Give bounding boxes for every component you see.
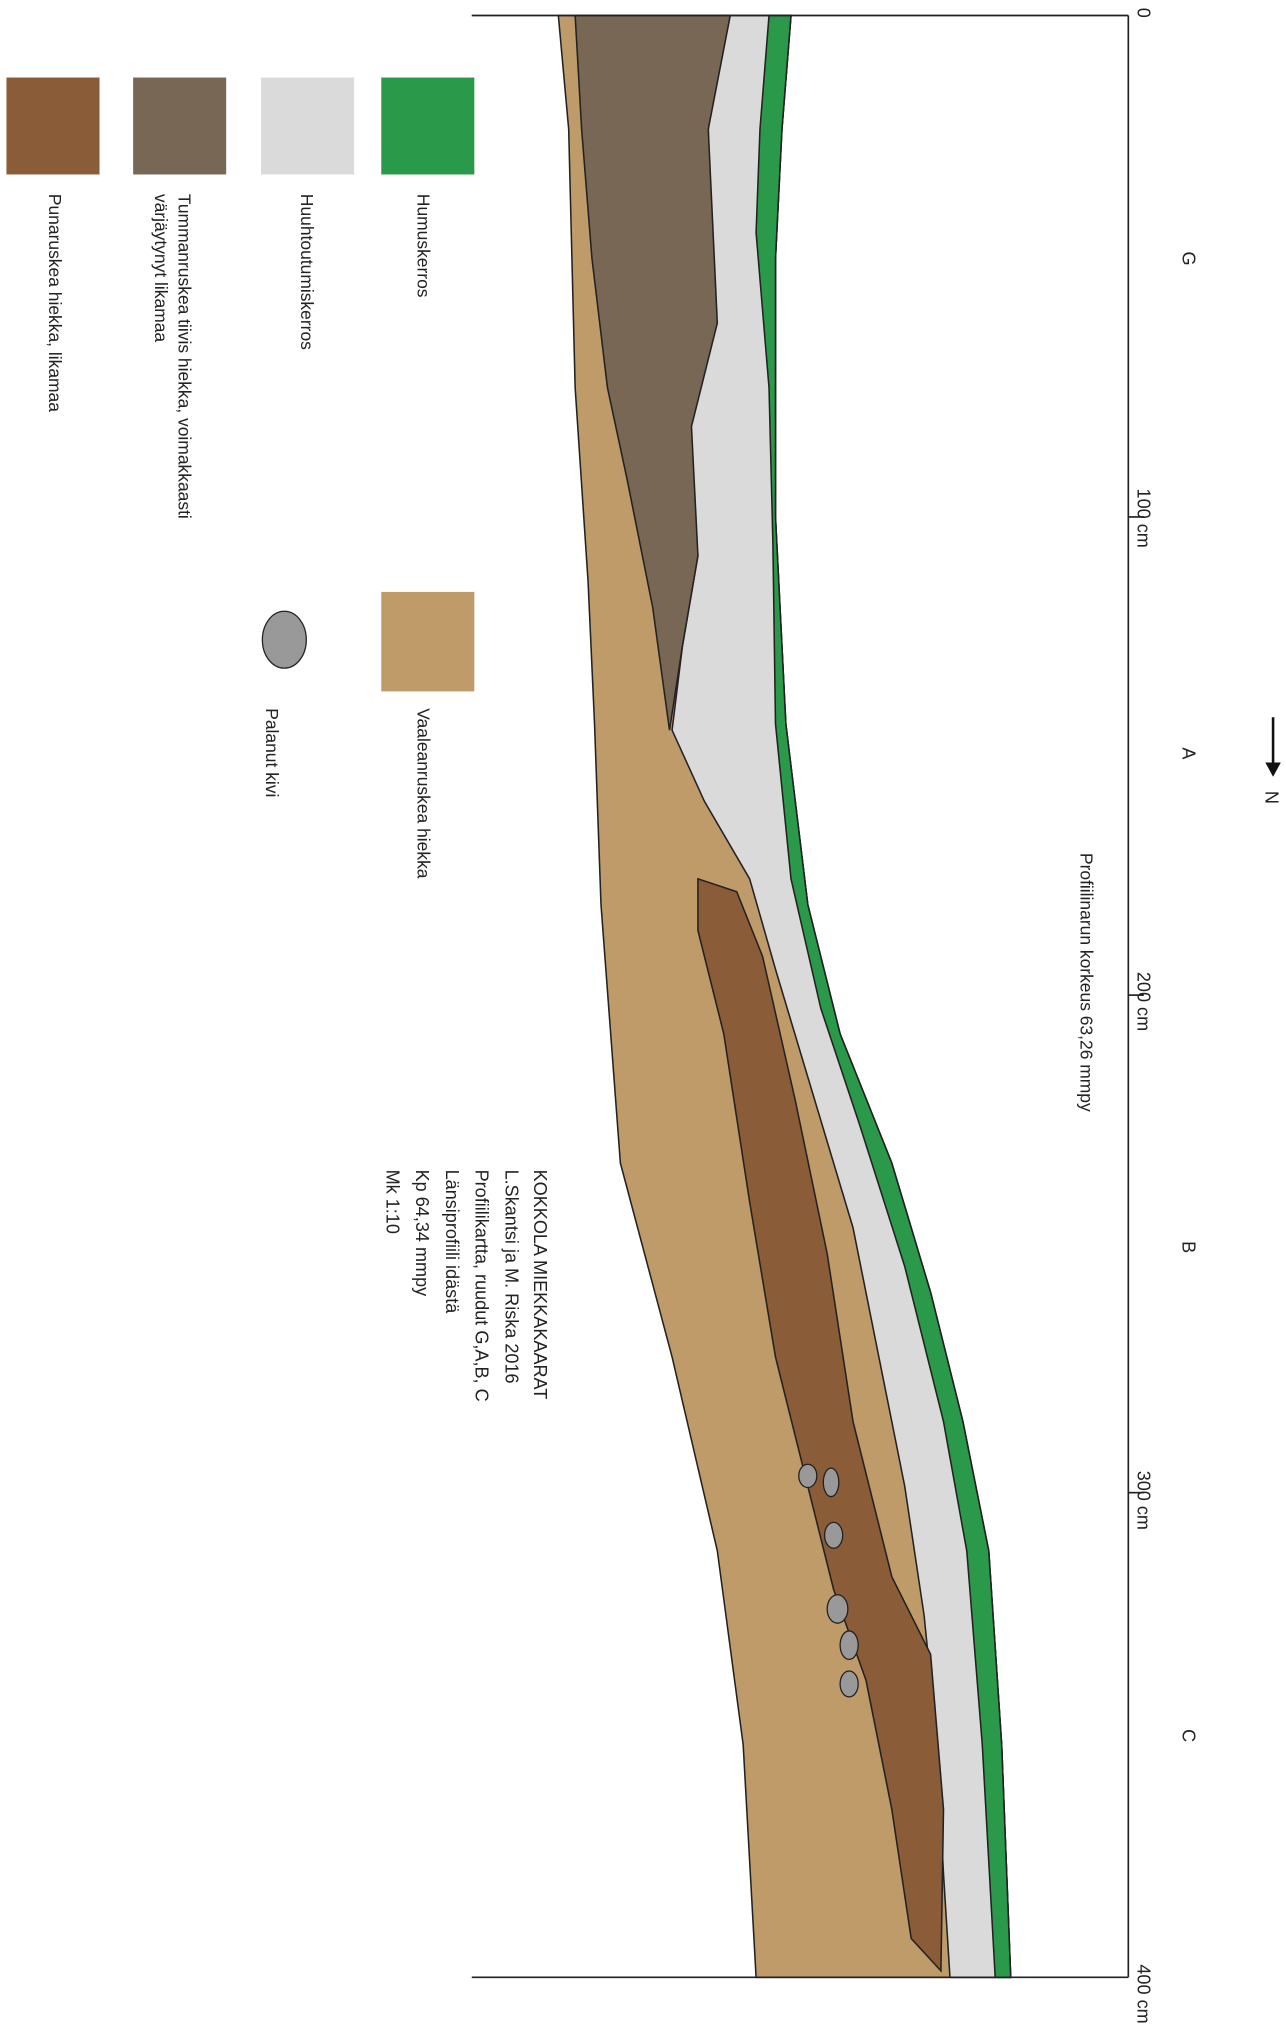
title-line: Kp 64,34 mmpy (412, 1170, 432, 1297)
scale-label: 400 cm (1133, 1964, 1153, 2023)
stone (822, 1467, 840, 1498)
dark-brown-layer (574, 14, 732, 731)
legend-label: Tummanruskea tiivis hiekka, voimakkaasti (174, 194, 194, 519)
legend-label: Palanut kivi (262, 708, 282, 797)
square-label: C (1179, 1729, 1199, 1742)
stone (826, 1594, 849, 1624)
profile-note: Profiilinarun korkeus 63,26 mmpy (1076, 853, 1096, 1112)
legend-label: värjäytynyt likamaa (151, 194, 171, 343)
legend-swatch (6, 77, 100, 175)
title: KOKKOLA MIEKKAKAARAT (530, 1170, 550, 1400)
legend-label: Huuhtoutumiskerros (297, 194, 317, 350)
square-label: A (1179, 747, 1199, 760)
scale-label: 100 cm (1133, 489, 1153, 548)
scale-label: 0 (1133, 8, 1153, 18)
scale-label: 200 cm (1133, 972, 1153, 1031)
stone (839, 1630, 859, 1661)
legend-swatch (261, 77, 355, 175)
square-label: G (1179, 251, 1199, 265)
north-label: N (1261, 791, 1281, 804)
title-line: L.Skantsi ja M. Riska 2016 (501, 1170, 521, 1384)
title-line: Länsiprofiili idästä (442, 1170, 462, 1315)
legend-swatch (381, 591, 475, 692)
square-label: B (1179, 1241, 1199, 1253)
stone (839, 1670, 859, 1698)
red-brown-layer (697, 877, 945, 1973)
scale-label: 300 cm (1133, 1471, 1153, 1530)
legend-label: Humuskerros (413, 194, 433, 298)
title-line: Profiilikartta, ruudut G,A,B, C (472, 1170, 492, 1402)
legend-label: Vaaleanruskea hiekka (413, 708, 433, 879)
legend-stone (261, 610, 307, 669)
stone (823, 1521, 844, 1549)
legend-swatch (381, 77, 475, 175)
legend-swatch (133, 77, 227, 175)
north-arrowhead (1265, 762, 1281, 777)
stone (798, 1463, 818, 1489)
title-line: Mk 1:10 (382, 1170, 402, 1234)
legend-label: Punaruskea hiekka, likamaa (45, 194, 65, 412)
